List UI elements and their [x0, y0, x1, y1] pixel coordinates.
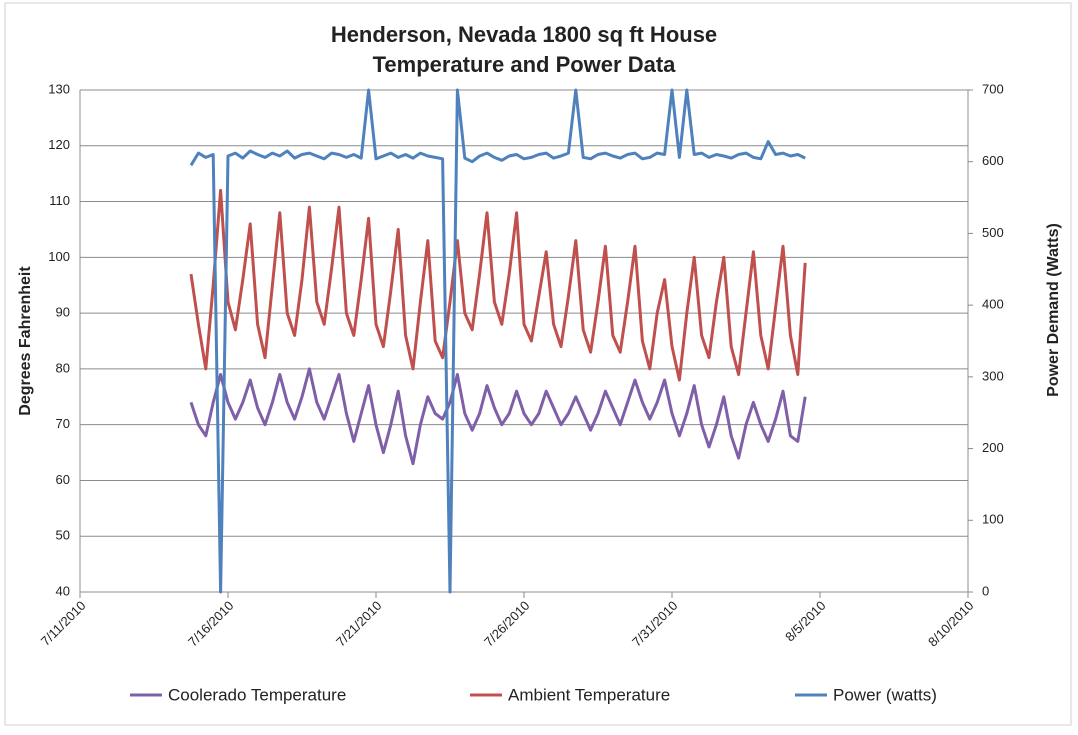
y-tick-label: 90 — [56, 305, 70, 320]
y2-axis-label: Power Demand (Watts) — [1045, 223, 1062, 397]
y2-tick-label: 700 — [982, 81, 1004, 96]
y-tick-label: 110 — [49, 193, 70, 208]
chart-title: Henderson, Nevada 1800 sq ft House — [331, 22, 717, 47]
y2-tick-label: 300 — [982, 368, 1004, 383]
y-tick-label: 100 — [48, 249, 70, 264]
y2-tick-label: 400 — [982, 297, 1004, 312]
series-line — [189, 88, 806, 594]
y-axis-label: Degrees Fahrenheit — [17, 266, 34, 416]
y-tick-label: 60 — [56, 472, 70, 487]
y-tick-label: 70 — [56, 416, 70, 431]
y2-tick-label: 200 — [982, 440, 1004, 455]
chart-frame — [4, 2, 1072, 726]
series-line — [189, 188, 807, 382]
legend-label: Coolerado Temperature — [168, 685, 346, 704]
y2-tick-label: 500 — [982, 225, 1004, 240]
y-tick-label: 40 — [56, 583, 70, 598]
y2-tick-label: 600 — [982, 153, 1004, 168]
y2-tick-label: 0 — [982, 583, 989, 598]
legend-label: Power (watts) — [833, 685, 937, 704]
y2-tick-label: 100 — [982, 512, 1004, 527]
series-line — [189, 367, 807, 466]
y-tick-label: 130 — [48, 81, 70, 96]
legend-label: Ambient Temperature — [508, 685, 670, 704]
y-tick-label: 80 — [56, 360, 70, 375]
chart-title: Temperature and Power Data — [373, 52, 677, 77]
y-tick-label: 120 — [48, 137, 70, 152]
y-tick-label: 50 — [56, 528, 70, 543]
